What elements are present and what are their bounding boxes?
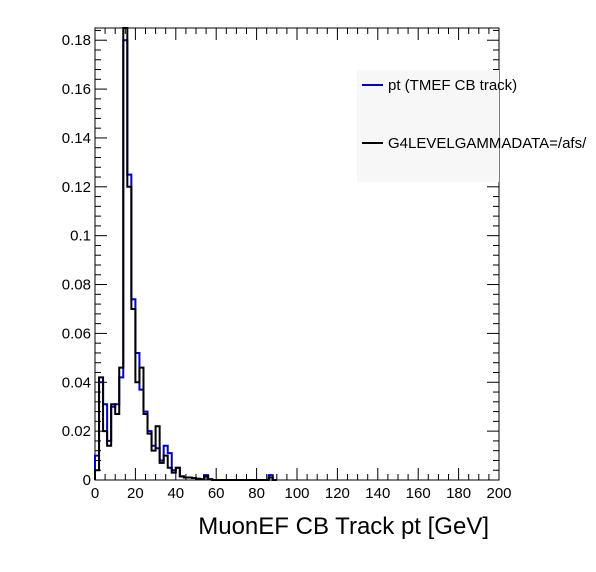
x-tick-label: 20: [127, 485, 144, 502]
series-g4levelgammadata-line: [94, 27, 277, 481]
y-tick-label: 0.12: [62, 179, 91, 196]
x-tick-label: 160: [406, 485, 431, 502]
x-tick-label: 180: [446, 485, 471, 502]
legend-label: G4LEVELGAMMADATA=/afs/: [388, 135, 587, 152]
x-tick-label: 0: [91, 485, 99, 502]
y-tick-label: 0.04: [62, 374, 91, 391]
y-tick-label: 0.02: [62, 423, 91, 440]
x-tick-label: 120: [325, 485, 350, 502]
y-tick-label: 0.06: [62, 325, 91, 342]
series-g4levelgammadata: [94, 27, 277, 481]
y-tick-label: 0.16: [62, 81, 91, 98]
legend-label: pt (TMEF CB track): [388, 77, 517, 94]
y-tick-label: 0.1: [70, 228, 91, 245]
x-tick-label: 100: [284, 485, 309, 502]
x-tick-label: 80: [248, 485, 265, 502]
y-tick-label: 0: [83, 472, 91, 489]
legend-box: [357, 70, 499, 182]
y-tick-label: 0.08: [62, 277, 91, 294]
y-tick-label: 0.14: [62, 130, 91, 147]
legend: pt (TMEF CB track) G4LEVELGAMMADATA=/afs/: [357, 70, 587, 182]
y-tick-label: 0.18: [62, 32, 91, 49]
x-tick-label: 140: [365, 485, 390, 502]
series-layer: [94, 27, 277, 481]
x-tick-label: 40: [167, 485, 184, 502]
x-axis-title: MuonEF CB Track pt [GeV]: [198, 513, 489, 540]
x-tick-label: 200: [486, 485, 511, 502]
x-tick-label: 60: [208, 485, 225, 502]
